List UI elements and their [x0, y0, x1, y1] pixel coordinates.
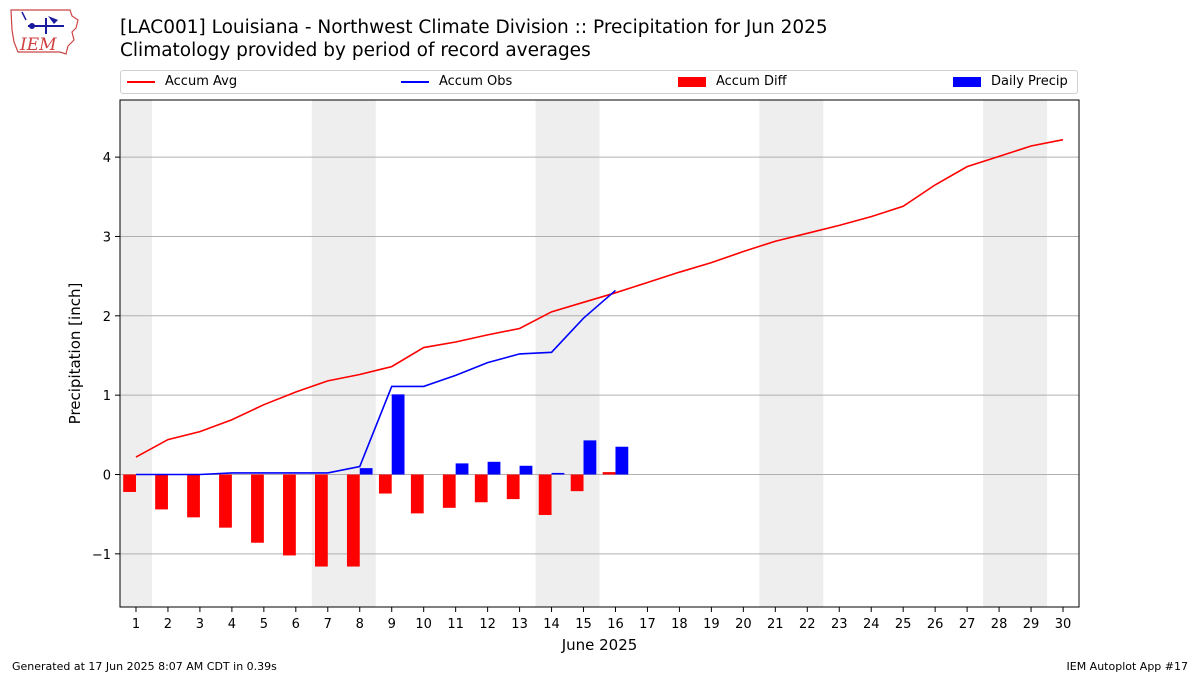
x-tick-label: 21 [767, 617, 784, 632]
weekend-shading [120, 100, 1048, 607]
weekend-band [983, 100, 1048, 607]
weekend-band [311, 100, 376, 607]
x-tick-label: 15 [575, 617, 592, 632]
x-tick-label: 19 [703, 617, 720, 632]
y-tick-label: 1 [103, 389, 111, 404]
x-tick-label: 24 [863, 617, 880, 632]
legend-swatch [678, 76, 706, 87]
iem-logo[interactable]: IEM [8, 6, 80, 62]
daily-precip-bar [455, 463, 469, 475]
chart-subtitle: Climatology provided by period of record… [120, 40, 591, 61]
logo-text: IEM [19, 35, 57, 55]
x-tick-label: 11 [447, 617, 464, 632]
x-tick-label: 10 [415, 617, 432, 632]
accum-diff-bar [602, 472, 616, 475]
accum-diff-bar [155, 474, 168, 510]
y-tick-label: 0 [103, 468, 111, 483]
x-tick-label: 27 [959, 617, 976, 632]
x-tick-label: 2 [164, 617, 172, 632]
accum-diff-bar [570, 474, 584, 492]
legend-item-accum-avg: Accum Avg [127, 74, 237, 89]
legend-item-daily-precip: Daily Precip [953, 74, 1068, 89]
daily-precip-bar [487, 461, 501, 475]
x-tick-label: 13 [511, 617, 528, 632]
x-tick-label: 30 [1055, 617, 1072, 632]
legend-swatch [953, 76, 981, 87]
y-tick-label: 2 [103, 310, 111, 325]
daily-precip-bar [391, 394, 405, 475]
x-tick-label: 14 [543, 617, 560, 632]
accum-diff-bar [187, 474, 200, 518]
footer-app: IEM Autoplot App #17 [1066, 660, 1189, 673]
grid-lines [120, 156, 1079, 555]
x-tick-label: 5 [260, 617, 268, 632]
x-tick-label: 8 [356, 617, 364, 632]
accum-diff-bar [346, 474, 360, 567]
x-axis-label: June 2025 [561, 636, 638, 654]
weekend-band [535, 100, 600, 607]
x-tick-label: 25 [895, 617, 912, 632]
accum-diff-bar [251, 474, 264, 543]
x-tick-label: 20 [735, 617, 752, 632]
x-tick-label: 4 [228, 617, 236, 632]
x-tick-label: 9 [388, 617, 396, 632]
legend-label: Accum Obs [439, 74, 513, 89]
x-tick-label: 6 [292, 617, 300, 632]
footer-generated: Generated at 17 Jun 2025 8:07 AM CDT in … [12, 660, 277, 673]
legend-label: Accum Diff [716, 74, 787, 89]
legend-swatch [127, 80, 155, 83]
legend-label: Daily Precip [991, 74, 1068, 89]
bar-layer [123, 394, 629, 567]
x-tick-label: 23 [831, 617, 848, 632]
accum-diff-bar [283, 474, 296, 556]
x-tick-label: 22 [799, 617, 816, 632]
legend-item-accum-diff: Accum Diff [678, 74, 787, 89]
y-tick-label: −1 [92, 548, 111, 563]
accum-obs-line [135, 289, 617, 476]
accum-diff-bar [506, 474, 520, 500]
y-tick-label: 4 [103, 151, 111, 166]
chart-legend: Accum Avg Accum Obs Accum Diff Daily Pre… [120, 70, 1078, 94]
accum-diff-bar [123, 474, 136, 492]
accum-diff-bar [442, 474, 456, 508]
y-tick-label: 3 [103, 230, 111, 245]
accum-diff-bar [378, 474, 392, 494]
accum-diff-bar [410, 474, 424, 514]
y-axis-label: Precipitation [inch] [66, 283, 84, 425]
x-tick-label: 28 [991, 617, 1008, 632]
accum-diff-bar [538, 474, 552, 515]
plot-frame [119, 99, 1080, 608]
x-tick-label: 7 [324, 617, 332, 632]
line-layer [135, 138, 1064, 476]
legend-swatch [401, 80, 429, 83]
x-tick-label: 1 [132, 617, 140, 632]
accum-diff-bar [474, 474, 488, 503]
daily-precip-bar [583, 440, 597, 475]
legend-label: Accum Avg [165, 74, 238, 89]
x-tick-label: 17 [639, 617, 656, 632]
legend-item-accum-obs: Accum Obs [401, 74, 512, 89]
daily-precip-bar [551, 472, 565, 475]
x-tick-label: 18 [671, 617, 688, 632]
x-tick-label: 12 [479, 617, 496, 632]
daily-precip-bar [519, 465, 533, 475]
accum-diff-bar [219, 474, 232, 528]
chart-title: [LAC001] Louisiana - Northwest Climate D… [120, 17, 828, 38]
weekend-band [120, 100, 152, 607]
x-tick-label: 29 [1023, 617, 1040, 632]
weekend-band [759, 100, 824, 607]
daily-precip-bar [359, 468, 373, 475]
x-tick-label: 3 [196, 617, 204, 632]
x-tick-label: 26 [927, 617, 944, 632]
x-tick-label: 16 [607, 617, 624, 632]
daily-precip-bar [615, 446, 629, 475]
accum-avg-line [135, 138, 1064, 458]
accum-diff-bar [314, 474, 328, 567]
